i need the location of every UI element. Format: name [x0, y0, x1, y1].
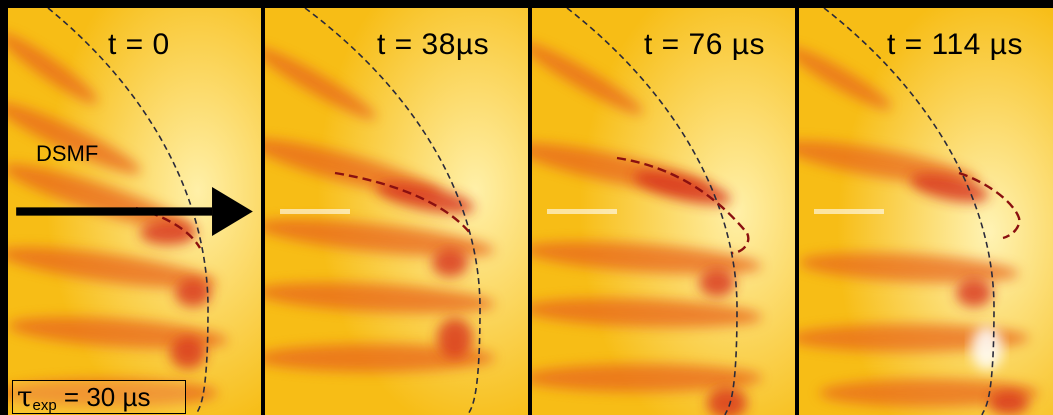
tau-subscript: exp: [32, 397, 57, 414]
tau-symbol: τ: [17, 380, 33, 413]
flame-image-2: [265, 8, 528, 415]
frame-panel-1: t = 0 DSMF τexp = 30 µs: [8, 8, 261, 415]
arrow-right-icon: [16, 187, 253, 236]
frame-panel-3: t = 76 µs: [532, 8, 795, 415]
time-label-3: t = 76 µs: [644, 28, 766, 61]
time-label-2: t = 38µs: [377, 28, 490, 61]
exposure-value: = 30 µs: [63, 382, 151, 412]
frame-panel-2: t = 38µs: [265, 8, 528, 415]
frame-panel-4: t = 114 µs: [799, 8, 1053, 415]
exposure-label: τexp = 30 µs: [12, 380, 186, 414]
time-label-1: t = 0: [108, 28, 170, 61]
flame-image-3: [532, 8, 795, 415]
flame-image-4: [799, 8, 1053, 415]
dsmf-label: DSMF: [36, 141, 99, 166]
time-label-4: t = 114 µs: [887, 28, 1023, 61]
